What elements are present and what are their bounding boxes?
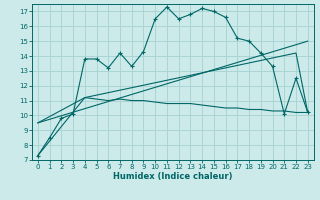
X-axis label: Humidex (Indice chaleur): Humidex (Indice chaleur) [113, 172, 233, 181]
